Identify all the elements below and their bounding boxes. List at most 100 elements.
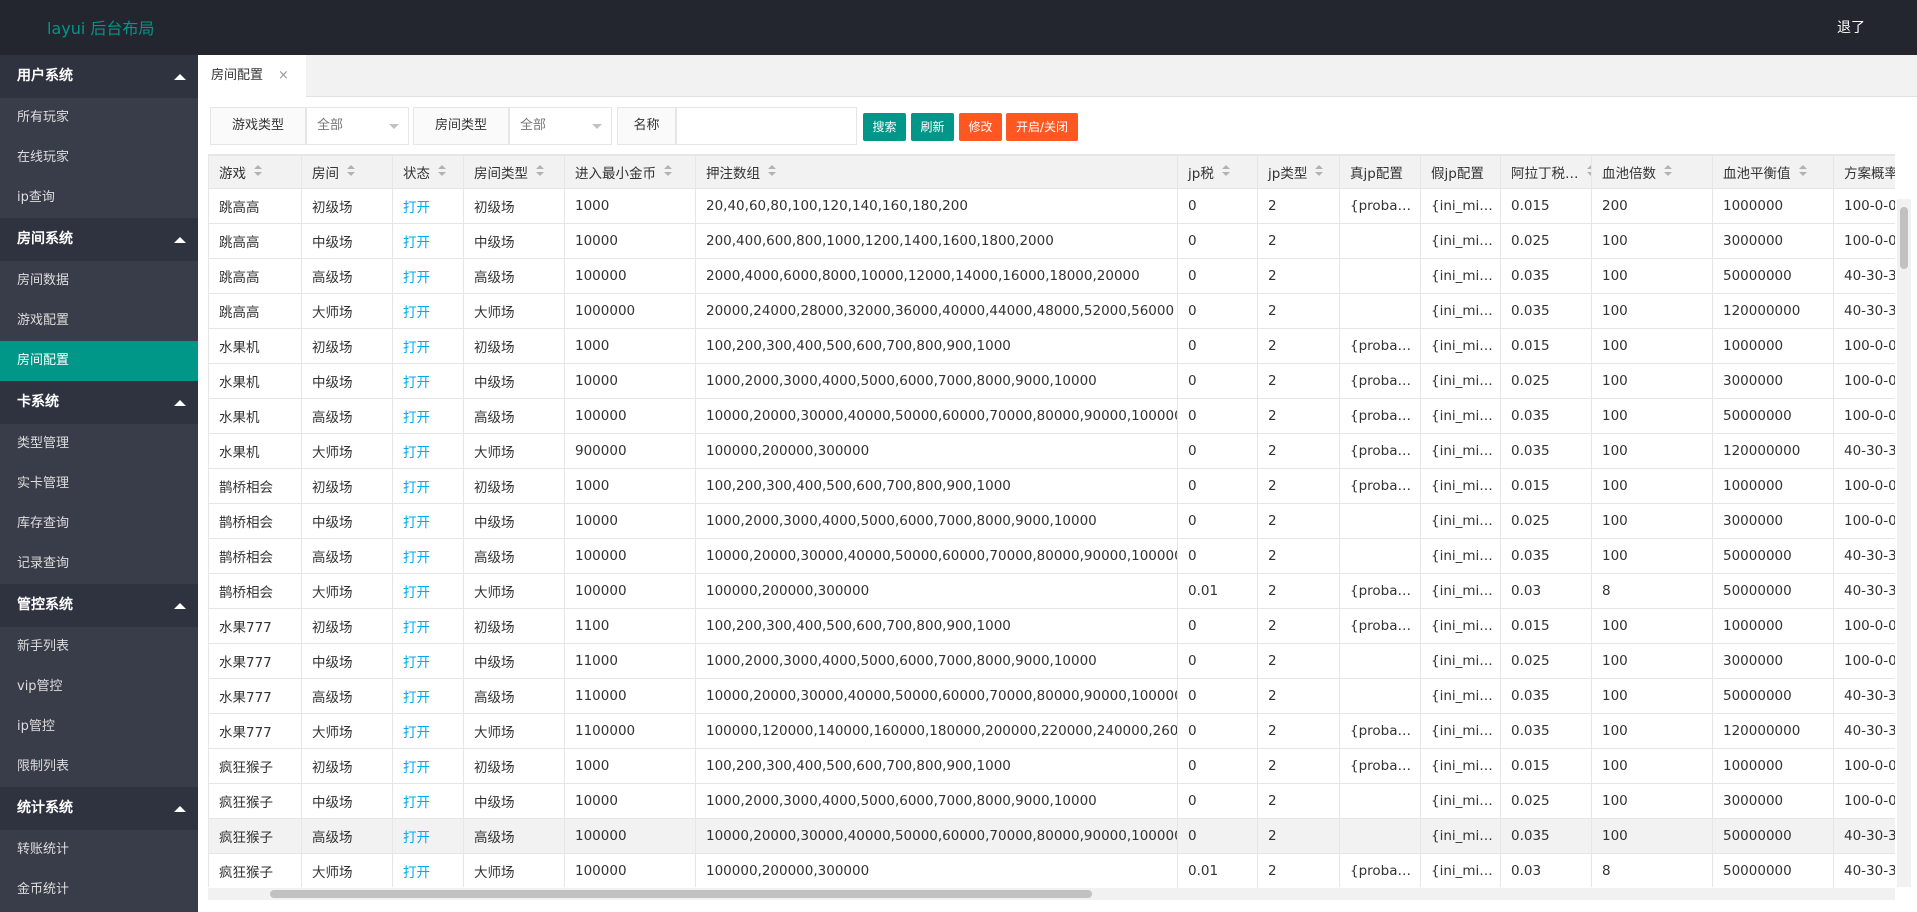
table-cell[interactable]: 打开 (392, 538, 464, 574)
table-cell[interactable]: 打开 (392, 328, 464, 364)
table-cell: 100000 (564, 398, 696, 434)
table-cell[interactable]: 打开 (392, 713, 464, 749)
column-header[interactable]: 押注数组 (695, 155, 1178, 189)
nav-item[interactable]: 金币统计 (17, 882, 70, 897)
h-scrollbar[interactable] (208, 888, 1895, 900)
nav-item[interactable]: vip管控 (17, 679, 63, 694)
toggle-button[interactable]: 开启/关闭 (1006, 113, 1078, 141)
v-scrollbar[interactable] (1897, 199, 1911, 887)
table-cell[interactable]: 打开 (392, 468, 464, 504)
scroll-thumb[interactable] (1900, 207, 1908, 269)
table-cell: 1000,2000,3000,4000,5000,6000,7000,8000,… (695, 503, 1178, 539)
nav-item[interactable]: 在线玩家 (17, 150, 70, 165)
column-header[interactable]: 假jp配置 (1420, 155, 1501, 189)
table-cell: 2 (1257, 783, 1340, 819)
table-cell[interactable]: 打开 (392, 258, 464, 294)
logout[interactable]: 退了 (1837, 20, 1865, 36)
column-header[interactable]: 阿拉丁税… (1500, 155, 1592, 189)
table-cell[interactable]: 打开 (392, 853, 464, 887)
name-input[interactable] (676, 107, 857, 145)
nav-group[interactable]: 用户系统 (0, 55, 198, 98)
nav-group[interactable]: 管控系统 (0, 584, 198, 627)
nav-item[interactable]: 实卡管理 (17, 476, 70, 491)
nav-item[interactable]: 记录查询 (17, 556, 70, 571)
column-header[interactable]: 血池倍数 (1591, 155, 1713, 189)
table-cell: 0.035 (1500, 713, 1592, 749)
table-cell[interactable]: 打开 (392, 608, 464, 644)
table-cell: 大师场 (463, 573, 565, 609)
room-type-select[interactable]: 全部 (509, 107, 612, 145)
game-type-select[interactable]: 全部 (306, 107, 409, 145)
tab[interactable]: 房间配置 × (198, 55, 306, 97)
table-cell: {proba… (1339, 748, 1421, 784)
table-cell: 0 (1177, 783, 1258, 819)
nav-item[interactable]: 库存查询 (17, 516, 70, 531)
table-cell: 2 (1257, 363, 1340, 399)
tab-close[interactable]: × (278, 68, 289, 83)
table-cell[interactable]: 打开 (392, 678, 464, 714)
header-label: 房间 (312, 166, 339, 182)
table-cell: 50000000 (1712, 398, 1834, 434)
scroll-thumb[interactable] (270, 890, 1092, 898)
table-cell[interactable]: 打开 (392, 818, 464, 854)
edit-button[interactable]: 修改 (959, 113, 1002, 141)
nav-group[interactable]: 统计系统 (0, 787, 198, 830)
table-cell: 1000000 (1712, 748, 1834, 784)
table-cell: 100-0-0 (1833, 608, 1895, 644)
column-header[interactable]: 方案概率 (1833, 155, 1895, 189)
table-cell: 0 (1177, 188, 1258, 224)
table-cell[interactable]: 打开 (392, 643, 464, 679)
nav-item[interactable]: ip管控 (17, 719, 55, 734)
table-cell: {ini_mi… (1420, 643, 1501, 679)
table-cell[interactable]: 打开 (392, 293, 464, 329)
nav-item[interactable]: 类型管理 (17, 436, 70, 451)
column-header[interactable]: 游戏 (208, 155, 302, 189)
table-cell[interactable]: 打开 (392, 188, 464, 224)
column-header[interactable]: jp类型 (1257, 155, 1340, 189)
table-cell: {ini_mi… (1420, 573, 1501, 609)
table-cell: 高级场 (301, 678, 393, 714)
nav-group[interactable]: 卡系统 (0, 381, 198, 424)
nav-group[interactable]: 房间系统 (0, 218, 198, 261)
table-cell: 100 (1591, 328, 1713, 364)
top-bar: layui 后台布局 退了 (0, 0, 1917, 55)
table-cell[interactable]: 打开 (392, 573, 464, 609)
nav-item[interactable]: 转账统计 (17, 842, 70, 857)
table-cell[interactable]: 打开 (392, 503, 464, 539)
column-header[interactable]: 真jp配置 (1339, 155, 1421, 189)
nav-item[interactable]: 房间配置 (0, 341, 198, 381)
table-cell[interactable]: 打开 (392, 223, 464, 259)
nav-item[interactable]: 新手列表 (17, 639, 70, 654)
column-header[interactable]: jp税 (1177, 155, 1258, 189)
table-cell: 大师场 (301, 853, 393, 887)
table-cell: 大师场 (463, 853, 565, 887)
nav-item[interactable]: 限制列表 (17, 759, 70, 774)
table-cell: 0 (1177, 293, 1258, 329)
table-cell[interactable]: 打开 (392, 398, 464, 434)
table-row: 鹊桥相会 中级场 打开 中级场 10000 1000,2000,3000,4000,500… (208, 503, 1895, 539)
table-cell: 水果777 (208, 678, 302, 714)
table-cell[interactable]: 打开 (392, 363, 464, 399)
table-cell: 200 (1591, 188, 1713, 224)
table-cell: 100 (1591, 818, 1713, 854)
table-cell[interactable]: 打开 (392, 748, 464, 784)
table-cell[interactable]: 打开 (392, 783, 464, 819)
table-cell: 0.01 (1177, 853, 1258, 887)
nav-item[interactable]: ip查询 (17, 190, 55, 205)
app-title[interactable]: layui 后台布局 (47, 19, 155, 38)
column-header[interactable]: 房间类型 (463, 155, 565, 189)
nav-item[interactable]: 游戏配置 (17, 313, 70, 328)
table-cell: 40-30-30 (1833, 713, 1895, 749)
search-button[interactable]: 搜索 (863, 113, 906, 141)
table-cell[interactable]: 打开 (392, 433, 464, 469)
table-row: 疯狂猴子 大师场 打开 大师场 100000 100000,200000,300000 0.… (208, 853, 1895, 887)
column-header[interactable]: 房间 (301, 155, 393, 189)
table-cell: 1000 (564, 328, 696, 364)
column-header[interactable]: 血池平衡值 (1712, 155, 1834, 189)
nav-item[interactable]: 房间数据 (17, 273, 70, 288)
table-cell: 10000 (564, 783, 696, 819)
column-header[interactable]: 进入最小金币 (564, 155, 696, 189)
column-header[interactable]: 状态 (392, 155, 464, 189)
nav-item[interactable]: 所有玩家 (17, 110, 70, 125)
refresh-button[interactable]: 刷新 (911, 113, 954, 141)
